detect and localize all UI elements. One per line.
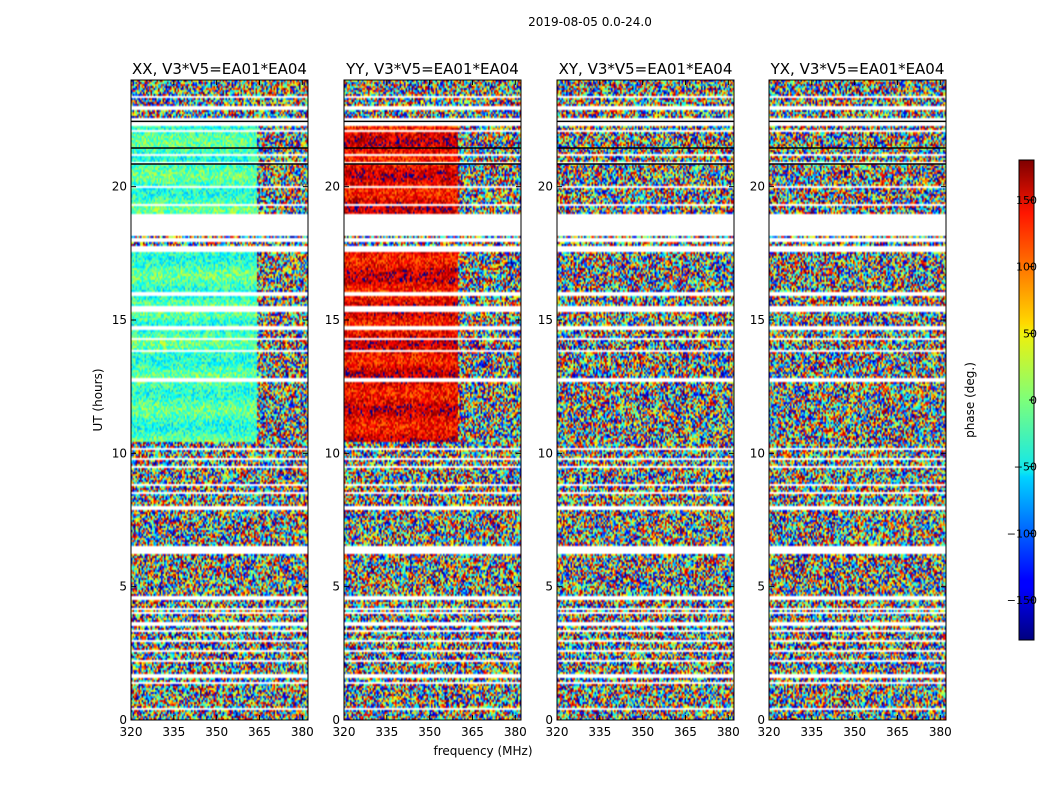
- panel-title: YY, V3*V5=EA01*EA04: [345, 60, 519, 78]
- x-tick-label: 380: [717, 725, 740, 739]
- panel-frame: [556, 79, 735, 721]
- colorbar-tick-label: 100: [1016, 261, 1037, 274]
- colorbar-tick-label: 150: [1016, 194, 1037, 207]
- colorbar-label: phase (deg.): [963, 362, 977, 438]
- y-tick-label: 5: [757, 580, 765, 594]
- panel-4: YX, V3*V5=EA01*EA04 320 335 350 365 380 0 5 10 15…: [750, 60, 952, 739]
- panel-1: XX, V3*V5=EA01*EA04 320 335 350 365 380 0 5 10 15…: [112, 60, 314, 739]
- x-tick-label: 350: [843, 725, 866, 739]
- heatmap-image: [131, 80, 308, 720]
- panels: XX, V3*V5=EA01*EA04 320 335 350 365 380 0 5 10 15…: [112, 60, 952, 739]
- x-tick-label: 350: [205, 725, 228, 739]
- panel-frame: [343, 79, 522, 721]
- y-tick-label: 15: [325, 313, 340, 327]
- y-tick-label: 0: [545, 713, 553, 727]
- y-tick-label: 10: [325, 446, 340, 460]
- panel-frame: [768, 79, 947, 721]
- x-tick-label: 365: [248, 725, 271, 739]
- x-tick-label: 335: [800, 725, 823, 739]
- y-tick-label: 20: [325, 180, 340, 194]
- y-axis-label: UT (hours): [91, 368, 105, 431]
- y-tick-label: 0: [119, 713, 127, 727]
- x-tick-label: 380: [929, 725, 952, 739]
- y-tick-label: 20: [538, 180, 553, 194]
- panel-2: YY, V3*V5=EA01*EA04 320 335 350 365 380 0 5 10 15…: [325, 60, 527, 739]
- panel-title: YX, V3*V5=EA01*EA04: [770, 60, 945, 78]
- x-tick-label: 320: [758, 725, 781, 739]
- x-tick-label: 335: [588, 725, 611, 739]
- x-axis-label: frequency (MHz): [433, 744, 532, 758]
- heatmap-image: [769, 80, 946, 720]
- y-tick-label: 20: [750, 180, 765, 194]
- y-tick-label: 15: [538, 313, 553, 327]
- x-tick-label: 320: [546, 725, 569, 739]
- x-tick-label: 380: [504, 725, 527, 739]
- heatmap-image: [557, 80, 734, 720]
- y-tick-label: 0: [757, 713, 765, 727]
- y-tick-label: 10: [112, 446, 127, 460]
- y-tick-label: 5: [332, 580, 340, 594]
- y-tick-label: 10: [538, 446, 553, 460]
- y-tick-label: 15: [750, 313, 765, 327]
- x-tick-label: 380: [291, 725, 314, 739]
- x-tick-label: 335: [375, 725, 398, 739]
- suptitle: 2019-08-05 0.0-24.0: [528, 15, 652, 29]
- x-tick-label: 365: [674, 725, 697, 739]
- x-tick-label: 320: [333, 725, 356, 739]
- y-tick-label: 5: [119, 580, 127, 594]
- heatmap-image: [344, 80, 521, 720]
- colorbar-tick-label: −150: [1007, 594, 1037, 607]
- y-tick-label: 10: [750, 446, 765, 460]
- x-tick-label: 320: [120, 725, 143, 739]
- y-tick-label: 15: [112, 313, 127, 327]
- x-tick-label: 350: [631, 725, 654, 739]
- panel-frame: [130, 79, 309, 721]
- panel-3: XY, V3*V5=EA01*EA04 320 335 350 365 380 0 5 10 15…: [538, 60, 740, 739]
- x-tick-label: 365: [886, 725, 909, 739]
- panel-title: XX, V3*V5=EA01*EA04: [132, 60, 307, 78]
- colorbar-tick-label: −50: [1014, 461, 1037, 474]
- colorbar-tick-label: −100: [1007, 527, 1037, 540]
- x-tick-label: 350: [418, 725, 441, 739]
- colorbar-ticks: 150 100 50 0 −50 −100 −150: [1007, 194, 1037, 607]
- y-tick-label: 0: [332, 713, 340, 727]
- colorbar-tick-label: 0: [1030, 394, 1037, 407]
- colorbar: 150 100 50 0 −50 −100 −150 phase (deg.): [963, 159, 1037, 641]
- y-tick-label: 20: [112, 180, 127, 194]
- y-tick-label: 5: [545, 580, 553, 594]
- x-tick-label: 365: [461, 725, 484, 739]
- x-tick-label: 335: [162, 725, 185, 739]
- panel-title: XY, V3*V5=EA01*EA04: [559, 60, 733, 78]
- colorbar-tick-label: 50: [1023, 327, 1037, 340]
